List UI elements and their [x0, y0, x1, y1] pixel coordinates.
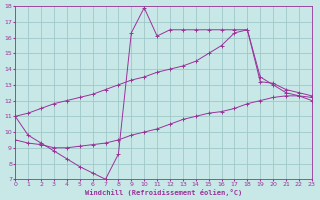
X-axis label: Windchill (Refroidissement éolien,°C): Windchill (Refroidissement éolien,°C) — [85, 189, 242, 196]
